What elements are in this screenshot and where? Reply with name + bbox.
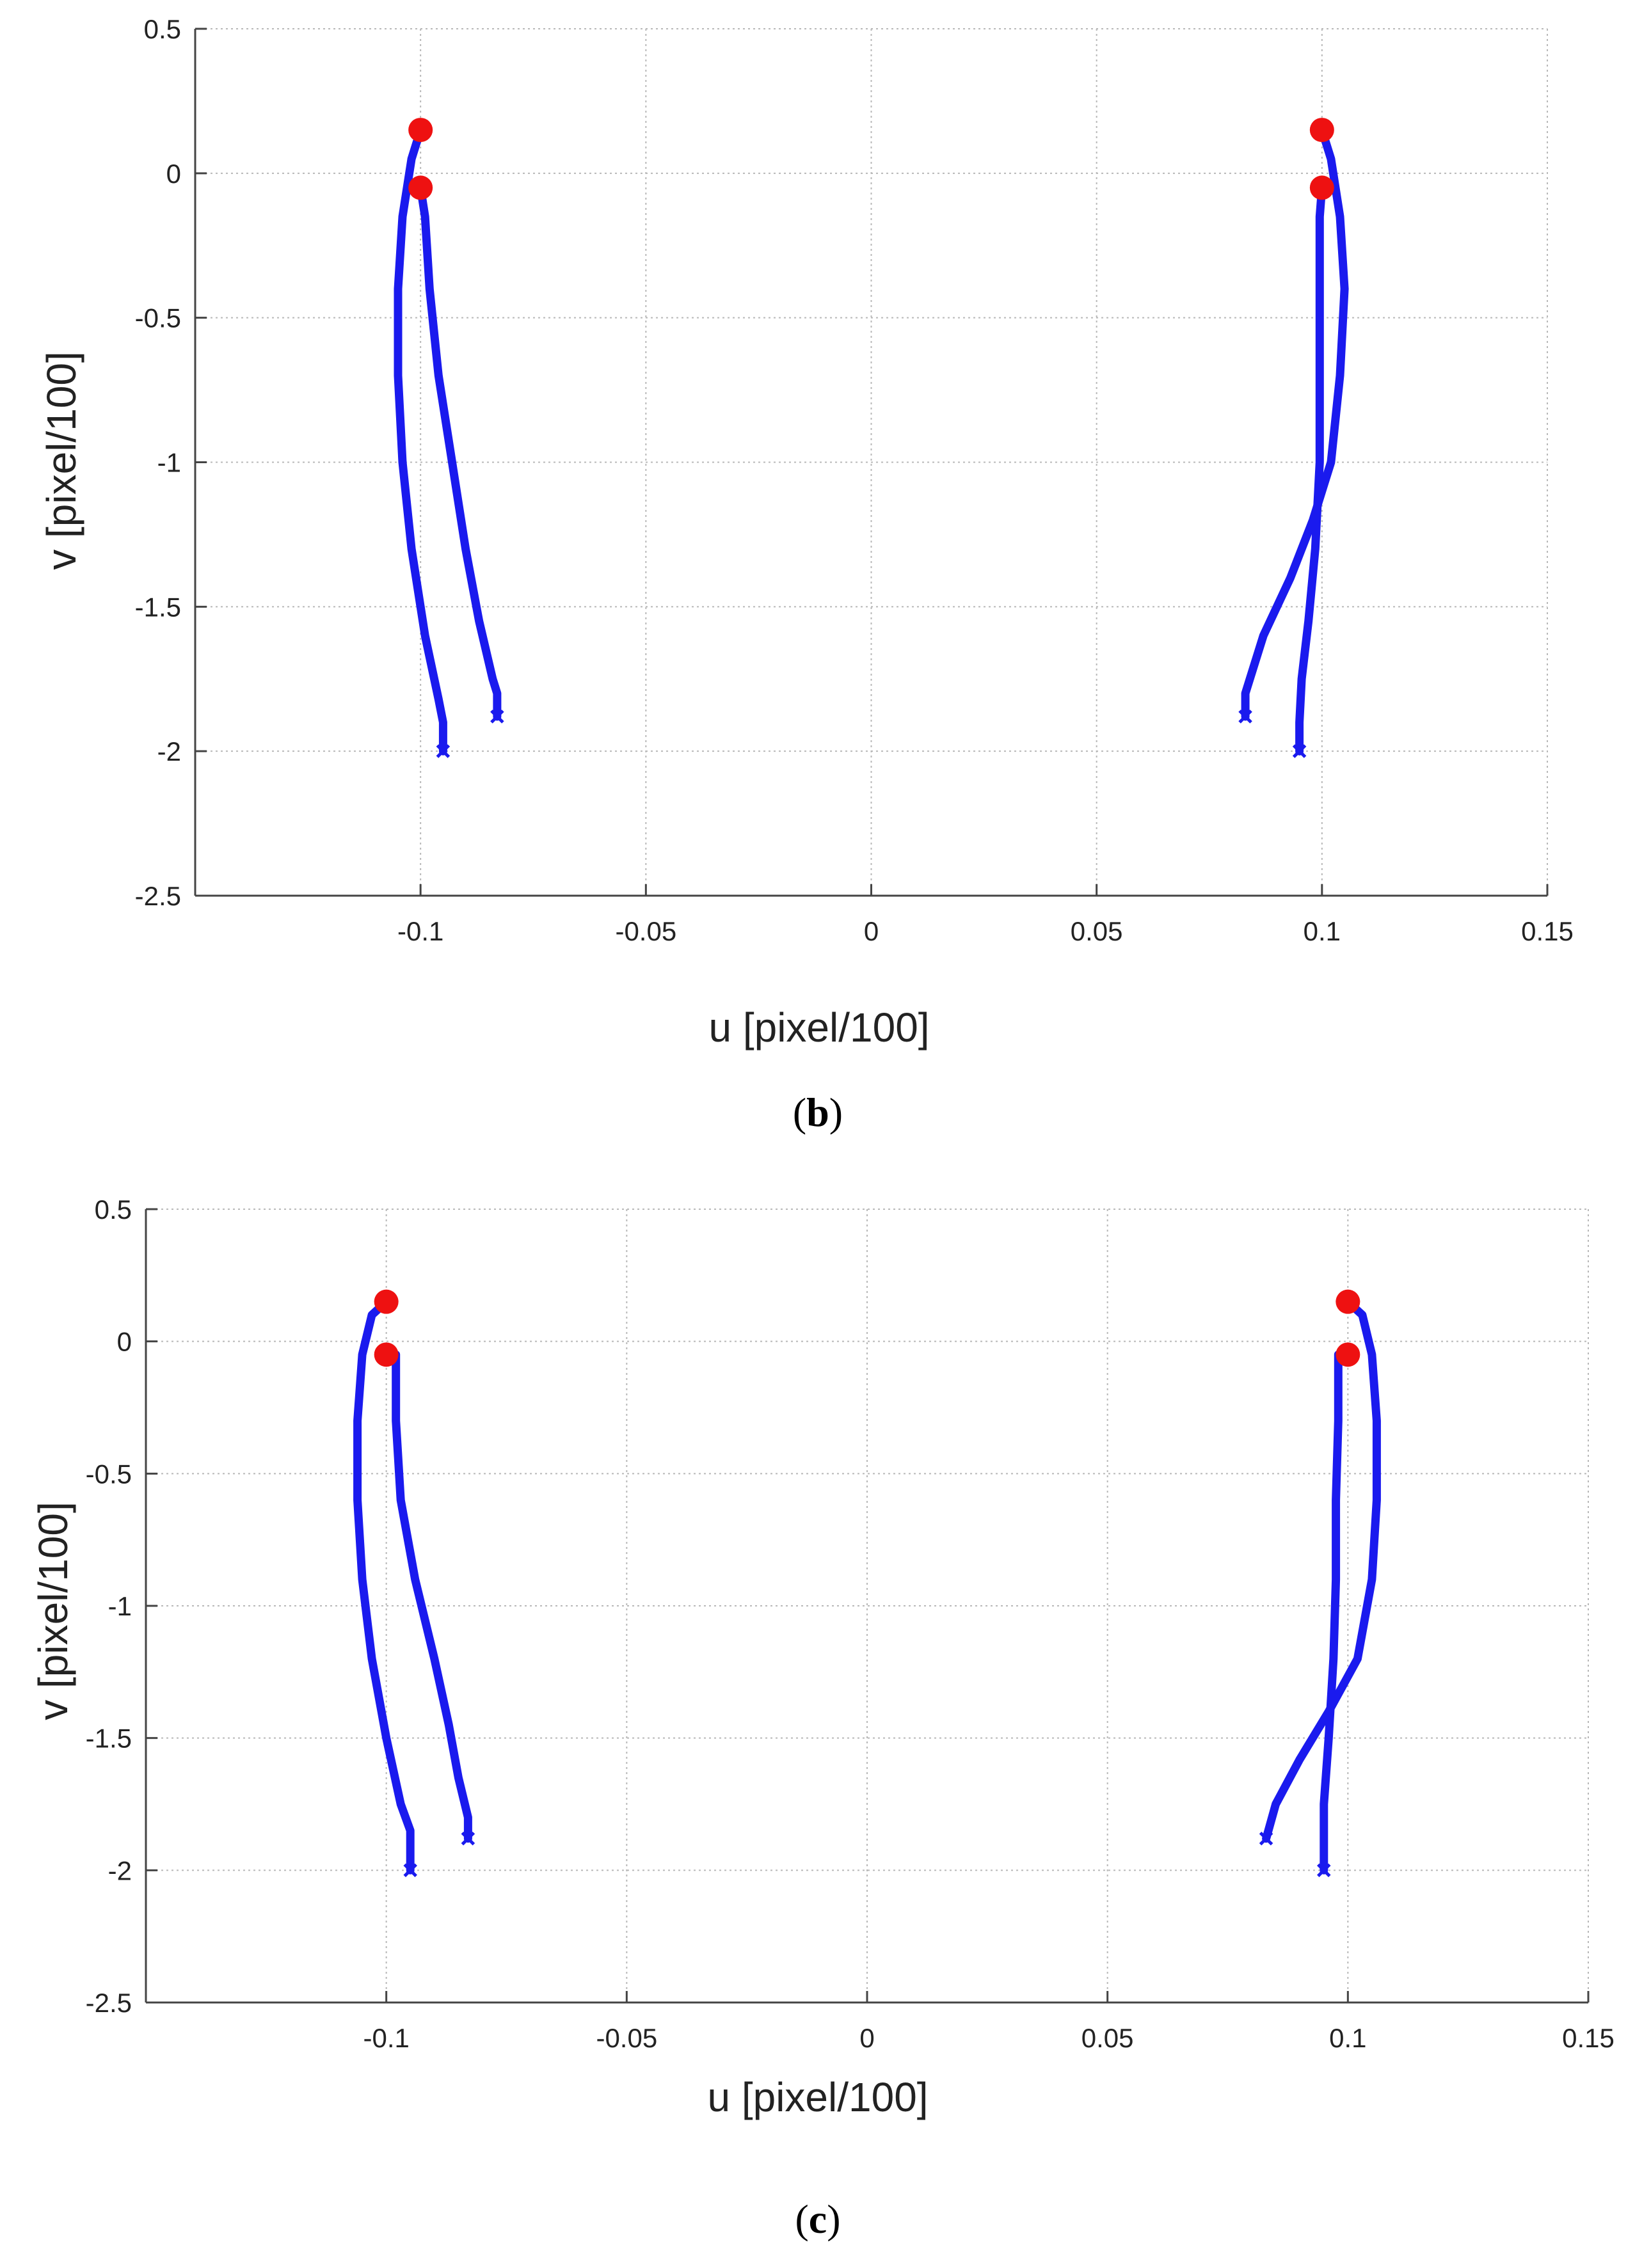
y-tick-label: 0.5: [144, 14, 181, 44]
x-axis-label: u [pixel/100]: [708, 1004, 929, 1051]
series-c: [353, 1289, 1381, 1878]
trajectory-line: [353, 1297, 415, 1875]
chart-panel-c: -0.1 -0.05 0 0.05 0.1 0.15 0.5 0 -0.5 -1 -1.5 -2 -2.…: [30, 1194, 1615, 2242]
x-tick-label: 0.1: [1329, 2023, 1366, 2053]
end-marker: [1317, 1863, 1331, 1878]
x-tick-label: 0.1: [1304, 916, 1341, 946]
y-axis-label: v [pixel/100]: [30, 1502, 76, 1720]
y-tick-label: -1: [108, 1591, 132, 1621]
figure-caption-c: (c): [795, 2196, 840, 2242]
x-tick-label: -0.05: [615, 916, 676, 946]
trajectory-line: [382, 1350, 472, 1843]
chart-panel-b: -0.1 -0.05 0 0.05 0.1 0.15 0.5 0 -0.5 -1 -1.5 -2 -2.…: [38, 14, 1574, 1135]
start-point: [374, 1289, 399, 1314]
start-point: [1309, 118, 1334, 143]
end-marker: [490, 710, 504, 724]
y-tick-label: 0: [166, 159, 181, 189]
y-tick-label: -2: [157, 736, 181, 766]
x-tick-label: -0.1: [363, 2023, 409, 2053]
x-tick-label: 0: [864, 916, 879, 946]
end-marker: [1259, 1831, 1273, 1846]
y-tick-label: -1.5: [86, 1724, 132, 1754]
y-tick-label: 0: [117, 1327, 132, 1357]
y-tick-label: -1.5: [135, 592, 181, 622]
grid-b: [195, 28, 1548, 896]
end-marker: [461, 1831, 475, 1846]
start-point: [408, 118, 433, 143]
trajectory-line: [1241, 125, 1349, 721]
end-marker: [1238, 710, 1252, 724]
trajectory-line: [394, 125, 447, 756]
end-marker: [1292, 744, 1307, 758]
y-tick-label: 0.5: [95, 1194, 132, 1225]
end-marker: [403, 1863, 418, 1878]
x-tick-label: 0.05: [1071, 916, 1123, 946]
y-tick-label: -0.5: [86, 1459, 132, 1489]
ticks-b: -0.1 -0.05 0 0.05 0.1 0.15 0.5 0 -0.5 -1 -1.5 -2 -2.…: [135, 14, 1574, 946]
x-tick-label: 0: [859, 2023, 874, 2053]
trajectory-line: [416, 183, 502, 721]
y-tick-label: -2: [108, 1855, 132, 1885]
start-point: [1336, 1342, 1360, 1367]
y-tick-label: -1: [157, 448, 181, 478]
x-tick-label: 0.05: [1081, 2023, 1134, 2053]
y-axis-label: v [pixel/100]: [38, 351, 84, 570]
y-tick-label: -2.5: [86, 1988, 132, 2018]
y-tick-label: -2.5: [135, 881, 181, 911]
y-tick-label: -0.5: [135, 303, 181, 333]
trajectory-line: [1295, 183, 1327, 756]
x-tick-label: 0.15: [1521, 916, 1574, 946]
start-point: [1336, 1289, 1360, 1314]
series-b: [394, 118, 1349, 758]
start-point: [374, 1342, 399, 1367]
end-marker: [436, 744, 451, 758]
x-tick-label: -0.05: [596, 2023, 657, 2053]
x-tick-label: -0.1: [397, 916, 443, 946]
start-point: [1309, 175, 1334, 200]
figure-caption-b: (b): [793, 1090, 843, 1135]
trajectory-line: [1320, 1350, 1352, 1875]
x-axis-label: u [pixel/100]: [707, 2074, 928, 2120]
start-point: [408, 175, 433, 200]
grid-c: [146, 1209, 1589, 2002]
x-tick-label: 0.15: [1562, 2023, 1615, 2053]
ticks-c: -0.1 -0.05 0 0.05 0.1 0.15 0.5 0 -0.5 -1 -1.5 -2 -2.…: [86, 1194, 1615, 2053]
trajectory-line: [1262, 1297, 1381, 1843]
